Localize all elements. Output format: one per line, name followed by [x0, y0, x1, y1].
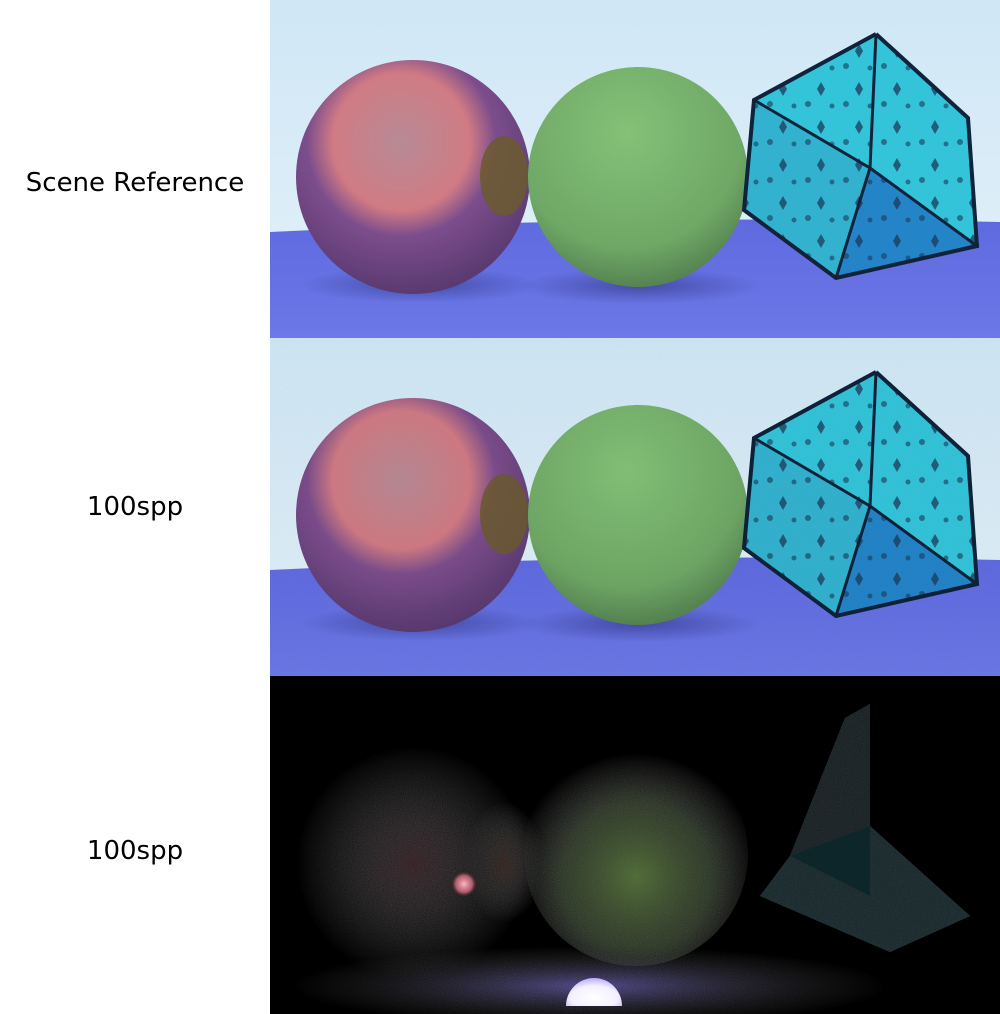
row-label-100spp-direct: 100spp [86, 836, 184, 866]
render-panel-100spp [270, 338, 1000, 676]
render-panel-direct-light [270, 676, 1000, 1014]
render-panel-reference [270, 0, 1000, 338]
row-label-100spp: 100spp [86, 492, 184, 522]
row-label-scene-reference: Scene Reference [25, 168, 245, 198]
